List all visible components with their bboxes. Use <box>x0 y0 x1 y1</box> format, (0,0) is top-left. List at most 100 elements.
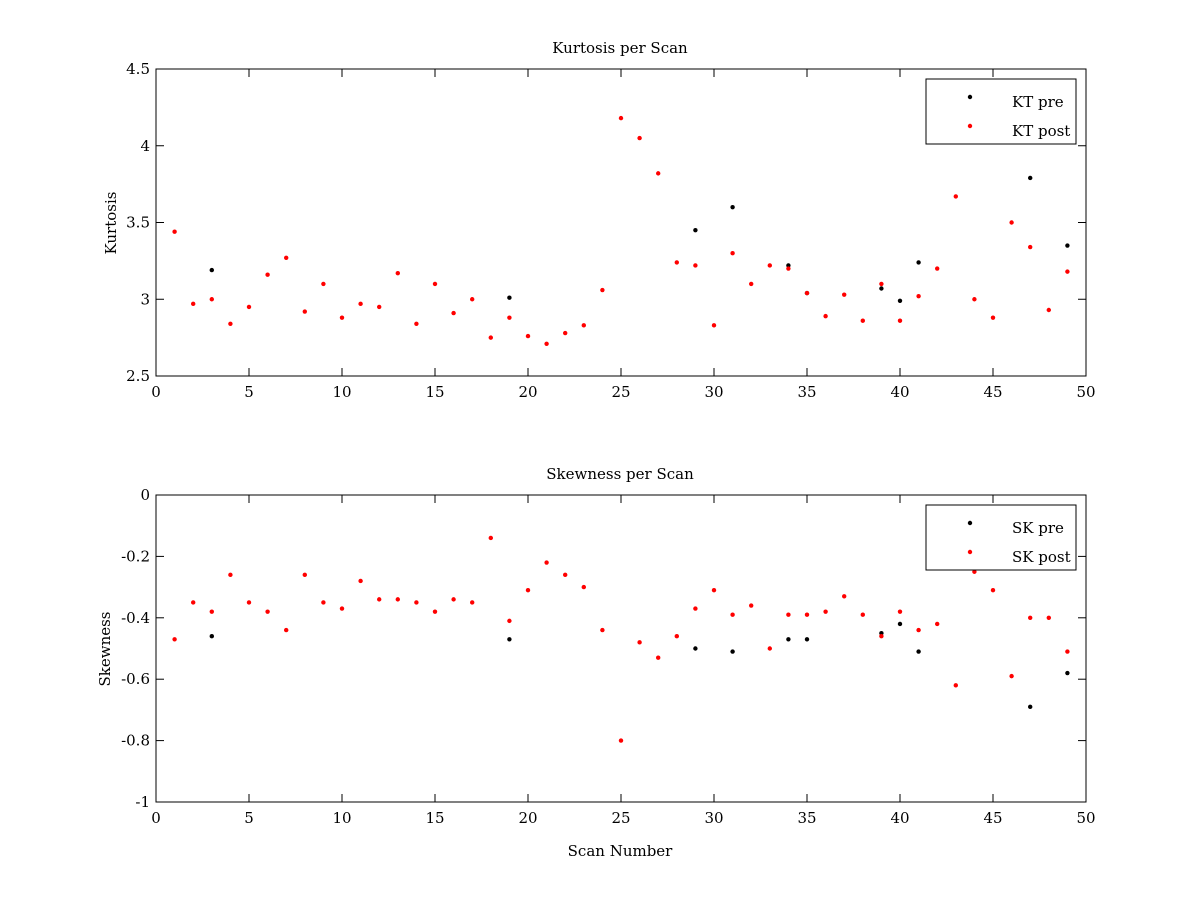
data-point-pre <box>693 227 698 233</box>
legend-marker-pre <box>967 94 973 100</box>
data-point-post <box>1009 220 1014 225</box>
data-point-post <box>990 315 996 320</box>
data-point-post <box>860 318 865 323</box>
x-tick-label: 25 <box>611 809 630 827</box>
x-tick-label: 50 <box>1076 809 1095 827</box>
y-tick-label: 2.5 <box>126 367 150 385</box>
legend-label-post: SK post <box>1012 548 1071 566</box>
data-point-post <box>581 323 586 328</box>
data-point-post <box>842 594 847 599</box>
legend: SK pre SK post <box>925 504 1077 571</box>
data-point-post <box>563 330 568 336</box>
data-point-post <box>284 627 289 633</box>
data-point-post <box>897 609 903 614</box>
data-point-post <box>191 301 196 307</box>
legend-marker-pre <box>967 520 973 526</box>
data-point-pre <box>879 630 884 636</box>
data-point-post <box>339 315 345 320</box>
data-point-post <box>693 263 698 268</box>
x-tick-label: 45 <box>983 809 1002 827</box>
data-point-post <box>786 612 791 617</box>
data-point-post <box>470 297 475 302</box>
data-point-pre <box>786 263 791 268</box>
data-point-pre <box>786 637 791 642</box>
data-point-post <box>544 560 549 565</box>
y-tick-label: -0.2 <box>121 547 150 565</box>
data-point-post <box>804 612 810 617</box>
y-tick-label: 3 <box>140 290 150 308</box>
data-point-post <box>246 600 252 605</box>
legend-marker-post <box>967 549 973 555</box>
data-point-post <box>618 738 624 743</box>
data-point-pre <box>1065 243 1070 248</box>
data-point-post <box>749 603 754 608</box>
data-point-post <box>897 318 903 323</box>
data-point-pre <box>693 646 698 651</box>
data-point-post <box>507 618 512 624</box>
data-point-post <box>879 634 884 639</box>
data-point-post <box>302 572 307 578</box>
data-point-post <box>432 609 438 614</box>
y-axis-label: Skewness <box>96 611 114 686</box>
legend-label-pre: SK pre <box>1012 519 1064 537</box>
data-point-post <box>544 341 549 346</box>
data-point-post <box>451 310 456 316</box>
data-point-pre <box>1028 175 1033 181</box>
data-point-pre <box>1065 670 1070 676</box>
data-point-post <box>284 255 289 261</box>
data-point-post <box>1046 615 1052 620</box>
data-point-post <box>563 572 568 578</box>
x-tick-label: 5 <box>244 383 254 401</box>
legend-label-post: KT post <box>1012 122 1070 140</box>
y-tick-label: 4 <box>140 137 150 155</box>
data-point-post <box>246 304 252 310</box>
data-point-post <box>358 301 363 307</box>
data-point-post <box>1009 673 1014 679</box>
data-point-post <box>916 293 921 299</box>
data-point-post <box>600 627 605 633</box>
data-point-post <box>1028 244 1033 250</box>
data-point-post <box>451 597 456 602</box>
data-point-pre <box>507 295 512 300</box>
chart-title: Skewness per Scan <box>546 465 694 483</box>
data-point-post <box>730 251 735 256</box>
data-point-post <box>972 297 977 302</box>
data-point-post <box>730 612 735 617</box>
data-point-post <box>823 313 828 319</box>
legend: KT pre KT post <box>925 78 1077 145</box>
data-point-post <box>935 621 940 627</box>
data-point-post <box>488 535 493 541</box>
data-point-pre <box>916 649 921 654</box>
data-point-post <box>842 292 847 297</box>
y-tick-label: -0.6 <box>121 670 150 688</box>
data-point-post <box>767 263 772 268</box>
data-point-post <box>767 646 772 651</box>
data-point-post <box>656 655 661 660</box>
data-point-post <box>711 323 717 328</box>
data-point-post <box>228 572 233 578</box>
data-point-post <box>377 597 382 602</box>
data-point-post <box>711 587 717 593</box>
y-tick-label: -0.4 <box>121 609 150 627</box>
data-point-post <box>749 281 754 287</box>
data-point-pre <box>730 649 735 654</box>
y-tick-label: 3.5 <box>126 214 150 232</box>
x-tick-label: 10 <box>332 809 351 827</box>
data-point-post <box>600 287 605 293</box>
data-point-post <box>395 597 400 602</box>
x-tick-label: 0 <box>151 809 161 827</box>
x-tick-label: 20 <box>518 809 537 827</box>
x-tick-label: 25 <box>611 383 630 401</box>
data-point-pre <box>209 267 214 273</box>
data-point-pre <box>897 298 903 303</box>
data-point-post <box>172 229 177 234</box>
x-tick-label: 20 <box>518 383 537 401</box>
data-points <box>172 535 1070 743</box>
data-point-post <box>656 171 661 176</box>
data-point-post <box>693 606 698 611</box>
skewness-chart: Skewness per Scan Skewness Scan Number 0… <box>96 465 1096 860</box>
data-point-post <box>823 609 828 614</box>
data-point-pre <box>730 204 735 210</box>
data-point-post <box>414 321 419 327</box>
